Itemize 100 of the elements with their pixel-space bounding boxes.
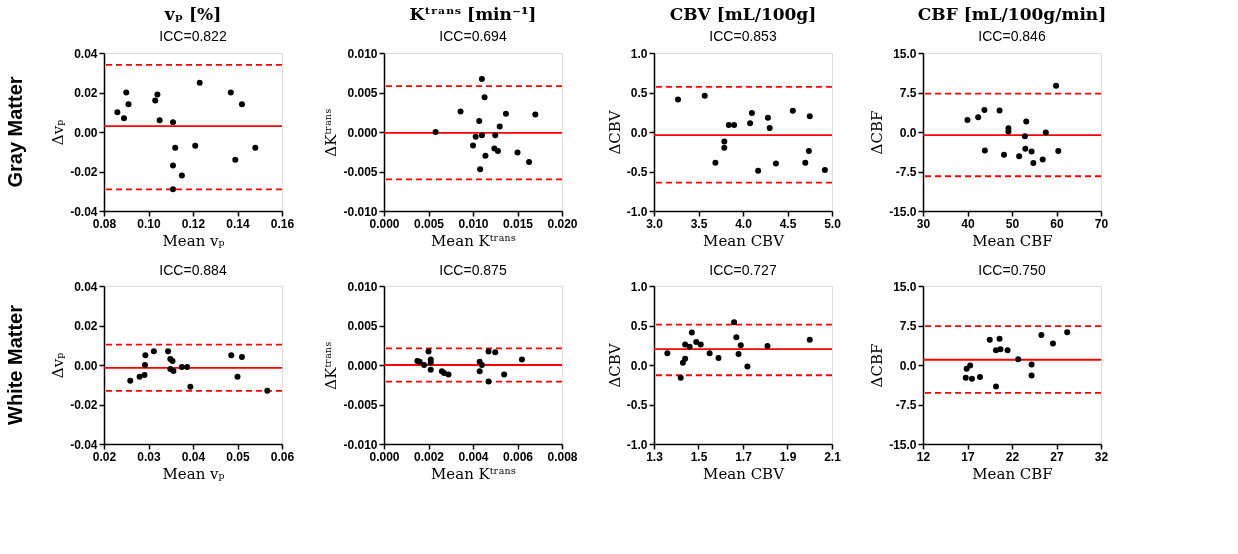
point bbox=[693, 339, 700, 346]
point bbox=[142, 352, 149, 359]
x-tick-label: 3.5 bbox=[690, 216, 708, 231]
point bbox=[192, 142, 199, 149]
point bbox=[169, 119, 176, 126]
y-tick-label: 0.0 bbox=[899, 358, 917, 373]
x-tick-label: 1.9 bbox=[779, 449, 797, 464]
x-tick-label: 0.000 bbox=[369, 449, 400, 464]
point bbox=[967, 362, 974, 369]
point bbox=[476, 368, 483, 375]
y-tick-label: 0.02 bbox=[74, 319, 98, 333]
point bbox=[1021, 133, 1028, 140]
y-tick-label: -0.04 bbox=[70, 204, 98, 219]
point bbox=[427, 366, 434, 373]
point bbox=[187, 383, 194, 390]
point bbox=[457, 108, 464, 115]
point bbox=[688, 329, 695, 336]
x-tick-label: 60 bbox=[1050, 216, 1064, 231]
point bbox=[526, 159, 533, 166]
x-axis-title: Mean CBV bbox=[703, 464, 786, 483]
x-tick-label: 50 bbox=[1005, 216, 1020, 231]
y-tick-label: -0.005 bbox=[343, 398, 378, 412]
point bbox=[706, 350, 713, 357]
point bbox=[152, 97, 159, 104]
x-tick-label: 0.004 bbox=[458, 449, 489, 464]
x-axis-title: Mean Kᵗʳᵃⁿˢ bbox=[430, 464, 517, 483]
y-tick-label: 15.0 bbox=[893, 279, 917, 294]
point bbox=[496, 123, 503, 130]
y-tick-label: 0.0 bbox=[630, 125, 648, 140]
point bbox=[731, 121, 738, 128]
y-tick-label: -0.02 bbox=[70, 398, 98, 412]
point bbox=[755, 167, 762, 174]
x-axis-title: Mean CBF bbox=[972, 464, 1053, 483]
x-tick-label: 0.000 bbox=[369, 216, 400, 231]
y-axis-title: ΔCBF bbox=[868, 110, 887, 155]
point bbox=[1028, 361, 1035, 368]
y-tick-label: 7.5 bbox=[899, 319, 917, 333]
x-tick-label: 0.008 bbox=[547, 449, 578, 464]
y-tick-label: 1.0 bbox=[630, 279, 648, 294]
point bbox=[472, 133, 479, 140]
point bbox=[992, 383, 999, 390]
y-tick-label: -0.04 bbox=[70, 437, 98, 452]
point bbox=[141, 362, 148, 368]
point bbox=[252, 144, 259, 151]
point bbox=[169, 186, 176, 193]
y-tick-label: -7.5 bbox=[895, 398, 917, 412]
point bbox=[968, 375, 975, 382]
point bbox=[1023, 118, 1030, 125]
y-axis-title: ΔKᵗʳᵃⁿˢ bbox=[322, 108, 341, 157]
x-tick-label: 32 bbox=[1094, 449, 1109, 464]
point bbox=[715, 354, 722, 361]
point bbox=[701, 92, 708, 99]
chart-title: Kᵗʳᵃⁿˢ [min⁻¹] bbox=[409, 4, 537, 24]
point bbox=[150, 348, 157, 355]
x-tick-label: 0.010 bbox=[458, 216, 489, 231]
point bbox=[477, 166, 484, 173]
point bbox=[697, 341, 704, 348]
y-tick-label: -0.5 bbox=[626, 165, 648, 179]
point bbox=[481, 94, 488, 101]
x-tick-label: 1.5 bbox=[690, 449, 708, 464]
x-tick-label: 5.0 bbox=[824, 216, 842, 231]
point bbox=[1022, 145, 1029, 152]
point bbox=[136, 373, 143, 380]
point bbox=[184, 363, 191, 370]
point bbox=[114, 109, 121, 116]
y-tick-label: 0.005 bbox=[347, 319, 378, 333]
x-tick-label: 0.02 bbox=[92, 449, 117, 464]
point bbox=[725, 121, 732, 128]
point bbox=[963, 365, 970, 372]
point bbox=[123, 89, 130, 96]
point bbox=[196, 79, 203, 86]
point bbox=[737, 342, 744, 349]
x-tick-label: 0.04 bbox=[181, 449, 206, 464]
point bbox=[748, 110, 755, 117]
x-tick-label: 0.020 bbox=[547, 216, 578, 231]
point bbox=[789, 107, 796, 114]
y-tick-label: 0.00 bbox=[74, 358, 98, 373]
point bbox=[432, 129, 439, 135]
x-tick-label: 40 bbox=[961, 216, 975, 231]
y-tick-label: 0.0 bbox=[899, 125, 917, 140]
point bbox=[518, 356, 525, 363]
point bbox=[1039, 156, 1046, 163]
point bbox=[238, 101, 245, 108]
point bbox=[478, 76, 485, 83]
y-tick-label: 0.02 bbox=[74, 86, 98, 100]
y-axis-title: ΔCBF bbox=[868, 343, 887, 388]
x-axis-title: Mean vₚ bbox=[162, 231, 225, 250]
point bbox=[172, 144, 179, 151]
y-axis-title: ΔKᵗʳᵃⁿˢ bbox=[322, 341, 341, 390]
y-tick-label: -1.0 bbox=[626, 437, 648, 452]
point bbox=[485, 348, 492, 355]
point bbox=[805, 147, 812, 154]
point bbox=[1064, 329, 1071, 336]
y-tick-label: -0.005 bbox=[343, 165, 378, 179]
y-tick-label: -7.5 bbox=[895, 165, 917, 179]
point bbox=[478, 132, 485, 139]
x-tick-label: 0.05 bbox=[226, 449, 250, 464]
point bbox=[1028, 148, 1035, 155]
y-tick-label: 0.010 bbox=[347, 46, 378, 61]
x-axis-title: Mean CBV bbox=[703, 231, 786, 250]
